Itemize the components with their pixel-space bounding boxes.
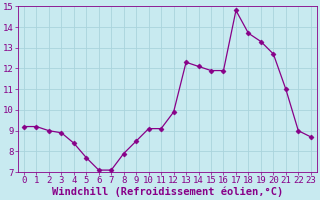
X-axis label: Windchill (Refroidissement éolien,°C): Windchill (Refroidissement éolien,°C): [52, 187, 283, 197]
